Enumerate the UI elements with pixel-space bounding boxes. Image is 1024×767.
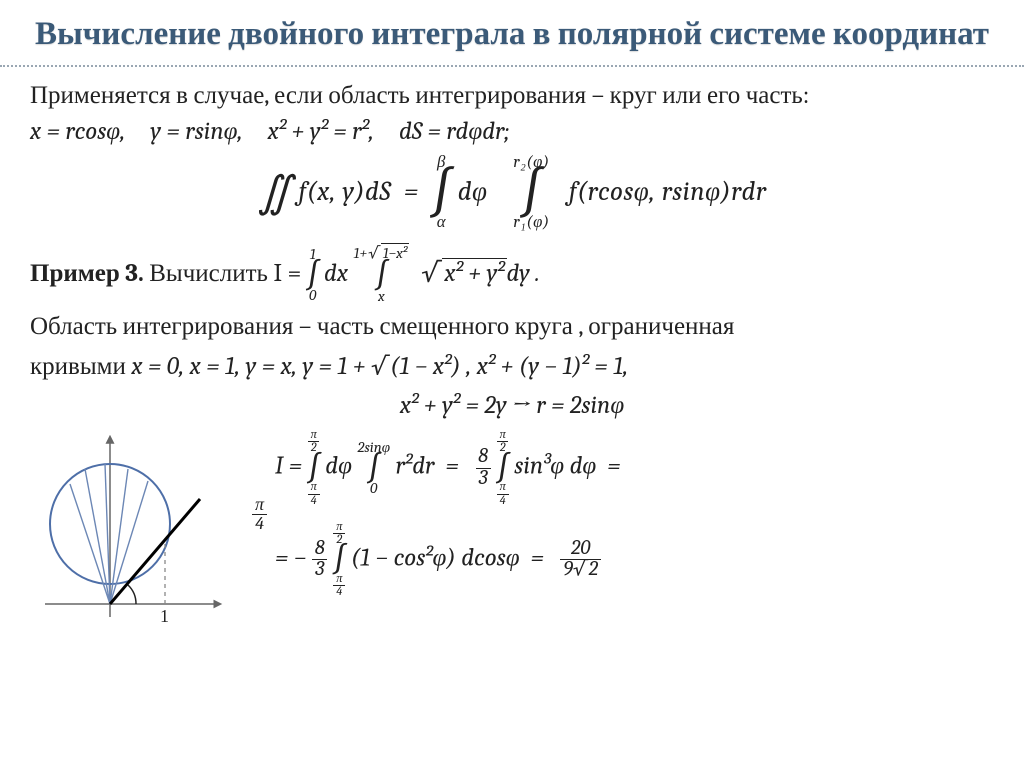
- ex-int1-sym: ∫: [307, 262, 319, 289]
- main-formula-left-body: f(x, y)dS =: [299, 176, 432, 207]
- pi4-num: π: [252, 496, 267, 514]
- angle-arc: [128, 585, 136, 604]
- fracfinal-num: 20: [568, 539, 593, 560]
- frac83-num: 8: [475, 447, 491, 468]
- frac83b-den: 3: [312, 559, 327, 581]
- ex-int2-hi: 1+√1−x²: [354, 246, 410, 263]
- intro-paragraph: Применяется в случае, если область интег…: [30, 79, 994, 113]
- frac83b-num: 8: [312, 539, 328, 560]
- subst-formula: x = rcosφ, y = rsinφ, x² + y² = r², dS =…: [30, 117, 510, 146]
- int1-lower: α: [437, 215, 446, 232]
- ex-int2: 1+√1−x² ∫ x: [354, 246, 410, 304]
- double-integral-symbol: ∬: [258, 167, 293, 217]
- bottom-row: 1 π 4 I = π2 ∫ π4 dφ 2sinφ ∫ 0: [30, 429, 994, 629]
- calc1-int1: π2 ∫ π4: [308, 429, 320, 507]
- ex-int2-sym: ∫: [376, 262, 388, 289]
- calc-line-1: I = π2 ∫ π4 dφ 2sinφ ∫ 0 r²dr = 8 3: [275, 429, 994, 507]
- ex-int1-lo: 0: [309, 288, 316, 303]
- calc2-pre: = −: [275, 544, 312, 573]
- pi4-den: 4: [252, 514, 267, 533]
- substitution-line: x = rcosφ, y = rsinφ, x² + y² = r², dS =…: [30, 115, 994, 149]
- calc1-I: I =: [275, 452, 308, 481]
- example-integral: 1 ∫ 0 dx 1+√1−x² ∫ x √x² + y²dy .: [307, 259, 540, 288]
- region2-formulas: x = 0, x = 1, y = x, y = 1 + √(1 − x²) ,…: [131, 352, 628, 381]
- x-tick-1: 1: [160, 606, 169, 626]
- calc2-int: π2 ∫ π4: [333, 521, 345, 599]
- ex-int2-lo: x: [378, 289, 385, 304]
- frac-20-9root2: 20 9√2: [560, 539, 601, 581]
- region-line2: кривыми x = 0, x = 1, y = x, y = 1 + √(1…: [30, 350, 994, 384]
- calc1-int1-body: dφ: [325, 452, 352, 481]
- intro-text: Применяется в случае, если область интег…: [30, 81, 809, 110]
- int2-body: f(rcosφ, rsinφ)rdr: [569, 176, 767, 207]
- calc1-int2-lo: 0: [370, 481, 377, 496]
- slide-title: Вычисление двойного интеграла в полярной…: [30, 14, 994, 55]
- region-line1: Область интегрирования – часть смещенног…: [30, 310, 994, 344]
- int2-symbol: ∫: [522, 171, 542, 215]
- frac83-den: 3: [476, 468, 491, 490]
- line-y-equals-x: [110, 499, 200, 604]
- example-line: Пример 3. Вычислить I = 1 ∫ 0 dx 1+√1−x²…: [30, 246, 994, 304]
- main-double-integral-formula: ∬ f(x, y)dS = β ∫ α dφ r₂(φ) ∫ r₁(φ) f(r…: [30, 155, 994, 232]
- pi-over-4-label: π 4: [252, 496, 267, 533]
- integration-region-diagram: 1: [30, 429, 250, 629]
- diagram-svg: 1: [30, 429, 230, 629]
- region2-pre: кривыми: [30, 352, 131, 381]
- calc-line-2: = − 8 3 π2 ∫ π4 (1 − cos²φ) dcosφ = 20 9…: [275, 521, 994, 599]
- int1-symbol: ∫: [432, 171, 452, 215]
- title-divider: [0, 65, 1024, 67]
- int1-body: dφ: [458, 176, 488, 207]
- fracfinal-den: 9√2: [560, 559, 601, 581]
- integral-r: r₂(φ) ∫ r₁(φ): [513, 155, 549, 232]
- ray: [70, 484, 110, 604]
- ex-int1: 1 ∫ 0: [307, 247, 319, 304]
- integral-phi: β ∫ α: [432, 155, 452, 232]
- region-line3: x² + y² = 2y → r = 2sinφ: [30, 389, 994, 423]
- frac-8-3-a: 8 3: [475, 447, 491, 489]
- example-text1: Вычислить I =: [149, 259, 307, 288]
- calc1-int3: π2 ∫ π4: [497, 429, 509, 507]
- example-label: Пример 3.: [30, 259, 144, 288]
- frac-8-3-b: 8 3: [312, 539, 328, 581]
- ex-sqrt: √x² + y²: [420, 254, 506, 291]
- int2-lower: r₁(φ): [513, 215, 549, 232]
- ex-int1-body: dx: [324, 259, 348, 288]
- computation-block: I = π2 ∫ π4 dφ 2sinφ ∫ 0 r²dr = 8 3: [275, 429, 994, 599]
- calc1-int2: 2sinφ ∫ 0: [357, 440, 390, 497]
